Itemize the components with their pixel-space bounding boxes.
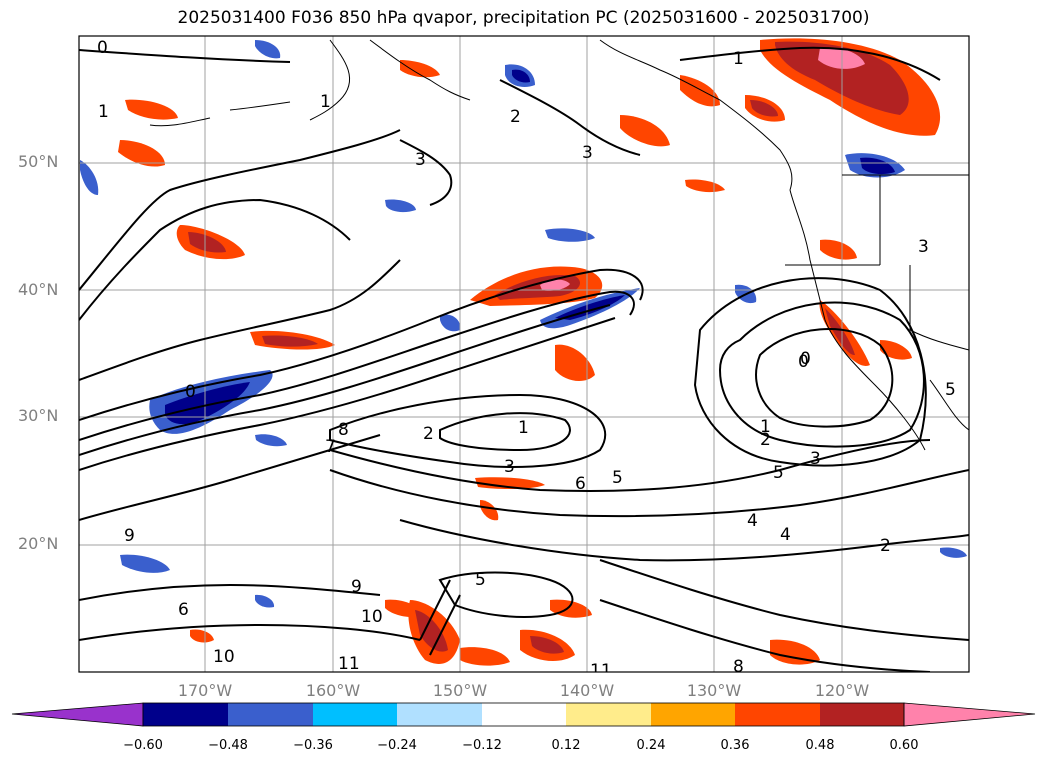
contour-label: 3 [415,150,426,170]
contour-lines [79,46,969,672]
contour-label: 5 [945,380,956,400]
colorbar-tick-label: 0.60 [889,738,919,753]
colorbar-tick-label: −0.24 [377,738,417,753]
colorbar-bin [651,703,735,726]
colorbar-bin [313,703,397,726]
contour-label: 9 [351,577,362,597]
contour-label: 10 [213,647,235,667]
colorbar-bin [228,703,313,726]
contour-label-group: 0 1 2 3 0 0 1 2 3 4 5 6 7 8 9 10 11 1 3 … [97,38,956,681]
contour-label: 1 [320,92,331,112]
colorbar-bin [143,703,228,726]
contour-label: 4 [780,525,791,545]
contour-label: 3 [918,237,929,257]
contour-label: 6 [178,600,189,620]
colorbar-tick-label: 0.36 [720,738,750,753]
contour-label: 0 [97,38,108,58]
contour-label: 8 [338,420,349,440]
colorbar-tick-label: −0.12 [462,738,502,753]
contour-label: 0 [185,382,196,402]
contour-label: 2 [423,424,434,444]
colorbar-extend-min [11,702,144,727]
colorbar-bin [820,703,904,726]
contour-label: 1 [98,102,109,122]
contour-label: 2 [760,430,771,450]
colorbar-bin [566,703,651,726]
contour-label: 4 [747,511,758,531]
contour-label: 7 [325,437,336,457]
contour-label: 9 [124,526,135,546]
map-title: 2025031400 F036 850 hPa qvapor, precipit… [177,8,870,28]
coastlines [149,39,969,451]
longitude-label: 140°W [559,681,615,700]
contour-label: 5 [475,570,486,590]
colorbar [11,702,1036,727]
longitude-label: 170°W [177,681,233,700]
latitude-label: 30°N [18,406,59,425]
latitude-label: 40°N [18,280,59,299]
contour-label: 1 [760,417,771,437]
colorbar-tick-label: −0.60 [123,738,163,753]
colorbar-bin [482,703,566,726]
contour-label: 2 [880,536,891,556]
colorbar-extend-max [903,702,1036,727]
contour-label: 0 [800,349,811,369]
contour-label: 3 [504,457,515,477]
colorbar-tick-label: −0.48 [208,738,248,753]
contour-label: 5 [612,468,623,488]
contour-label: 0 [798,352,809,372]
contour-label: 6 [575,474,586,494]
longitude-label: 150°W [432,681,488,700]
contour-label: 1 [733,49,744,69]
colorbar-tick-label: 0.48 [805,738,835,753]
latitude-label: 20°N [18,534,59,553]
colorbar-tick-label: −0.36 [293,738,333,753]
precip-positive-shading [118,38,941,666]
contour-label: 2 [510,107,521,127]
gridlines [79,36,969,672]
contour-label: 3 [810,449,821,469]
contour-label: 3 [582,143,593,163]
map-frame [78,35,970,673]
contour-label: 5 [773,463,784,483]
colorbar-tick-label: 0.24 [636,738,666,753]
longitude-label: 120°W [814,681,870,700]
colorbar-tick-label: 0.12 [551,738,581,753]
map-background [79,36,969,672]
contour-label: 10 [361,607,383,627]
latitude-label: 50°N [18,152,59,171]
contour-label: 8 [733,657,744,677]
colorbar-bin [397,703,482,726]
contour-label: 11 [590,661,612,681]
contour-label: 1 [518,418,529,438]
longitude-label: 130°W [686,681,742,700]
contour-label: 11 [338,654,360,674]
longitude-label: 160°W [305,681,361,700]
colorbar-bin [735,703,820,726]
